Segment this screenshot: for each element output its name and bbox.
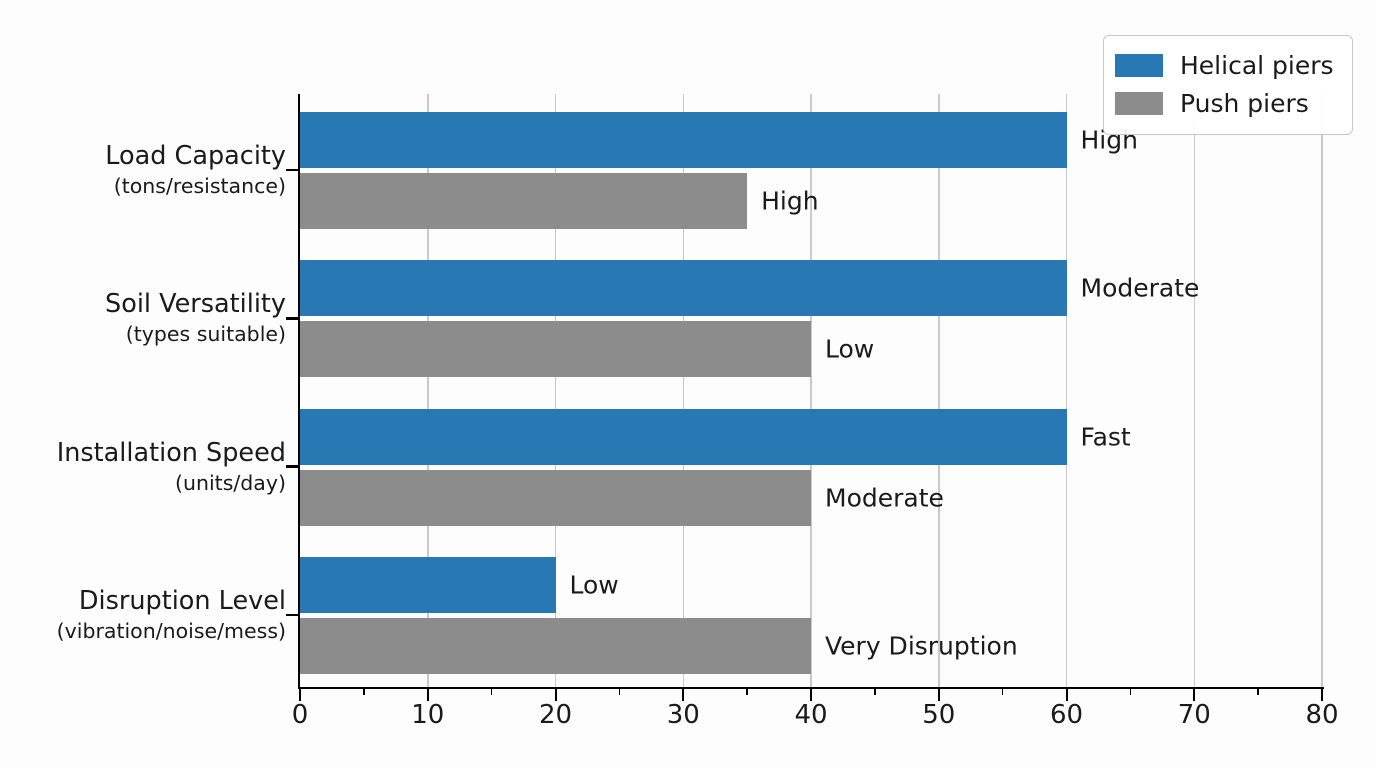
gridline-x-30 [682, 94, 684, 687]
bar-annotation: Moderate [1080, 273, 1200, 303]
gridline-x-40 [810, 94, 812, 687]
x-minor-tick-75 [1257, 687, 1259, 695]
x-tick-label-10: 10 [411, 700, 445, 730]
bar-helical-piers-2 [300, 260, 1067, 317]
gridline-x-10 [427, 94, 429, 687]
y-axis-tick [286, 317, 298, 320]
gridline-x-50 [938, 94, 940, 687]
category-label-sub: (vibration/noise/mess) [56, 618, 286, 643]
legend-label: Push piers [1180, 88, 1309, 118]
x-tick-label-20: 20 [538, 700, 573, 730]
x-tick-20 [554, 687, 557, 701]
bar-annotation: Fast [1080, 422, 1131, 452]
bar-annotation: Moderate [825, 483, 944, 513]
x-minor-tick-65 [1129, 687, 1132, 695]
x-tick-60 [1065, 687, 1068, 701]
x-tick-label-30: 30 [666, 700, 700, 730]
x-tick-label-40: 40 [794, 700, 828, 730]
legend-item-helical-piers: Helical piers [1115, 46, 1334, 84]
category-label-3: Installation Speed (units/day) [57, 437, 286, 497]
legend-swatch-helical-piers [1115, 53, 1163, 77]
x-tick-label-70: 70 [1177, 700, 1211, 730]
y-axis-tick [286, 613, 298, 617]
bar-push-piers-3 [300, 469, 811, 526]
bar-annotation: Low [825, 334, 875, 364]
x-tick-label-0: 0 [291, 700, 309, 730]
category-label-2: Soil Versatility (types suitable) [105, 288, 286, 348]
x-tick-0 [299, 687, 301, 701]
gridline-x-80 [1321, 94, 1323, 687]
category-label-sub: (tons/resistance) [113, 174, 286, 199]
x-axis-spine [298, 687, 1324, 689]
bar-helical-piers-3 [300, 408, 1067, 465]
category-label-main: Soil Versatility [105, 289, 286, 320]
x-tick-label-80: 80 [1305, 700, 1339, 730]
legend-item-push-piers: Push piers [1115, 84, 1334, 122]
gridline-x-60 [1065, 94, 1068, 687]
x-tick-70 [1193, 687, 1196, 701]
x-minor-tick-35 [746, 687, 748, 695]
y-axis-tick [286, 465, 298, 468]
x-tick-80 [1321, 687, 1323, 701]
bar-push-piers-2 [300, 321, 811, 378]
x-minor-tick-45 [874, 687, 876, 695]
y-axis-category-labels: Load Capacity (tons/resistance) Soil Versa… [0, 94, 286, 687]
gridline-x-70 [1193, 94, 1195, 687]
y-axis-tick [286, 168, 298, 172]
x-minor-tick-55 [1001, 687, 1004, 695]
bar-annotation: Low [569, 570, 619, 600]
x-tick-50 [937, 687, 940, 701]
x-minor-tick-25 [618, 687, 621, 695]
y-axis-spine [298, 94, 300, 689]
bar-push-piers-1 [300, 173, 748, 230]
x-tick-label-50: 50 [922, 700, 956, 730]
bar-annotation: High [761, 186, 819, 216]
category-label-1: Load Capacity (tons/resistance) [105, 140, 286, 200]
legend-label: Helical piers [1180, 50, 1334, 80]
category-label-sub: (units/day) [174, 470, 286, 495]
gridline-x-20 [554, 94, 557, 687]
plot-area: High High Moderate Low Fast Moderate Low Very D… [286, 94, 1324, 689]
x-tick-40 [810, 687, 812, 701]
legend-swatch-push-piers [1115, 91, 1163, 115]
bar-annotation: Very Disruption [825, 631, 1018, 661]
x-tick-10 [426, 687, 429, 701]
x-tick-30 [682, 687, 685, 701]
bar-push-piers-4 [300, 617, 811, 674]
category-label-main: Load Capacity [105, 141, 286, 172]
x-minor-tick-5 [363, 687, 365, 695]
category-label-main: Installation Speed [56, 437, 286, 468]
x-tick-label-60: 60 [1049, 700, 1084, 730]
legend: Helical piers Push piers [1103, 35, 1353, 135]
category-label-4: Disruption Level (vibration/noise/mess) [57, 585, 286, 645]
bar-helical-piers-1 [300, 112, 1067, 169]
category-label-main: Disruption Level [78, 585, 286, 616]
bar-helical-piers-4 [300, 556, 556, 613]
category-label-sub: (types suitable) [125, 322, 286, 347]
x-minor-tick-15 [490, 687, 493, 695]
